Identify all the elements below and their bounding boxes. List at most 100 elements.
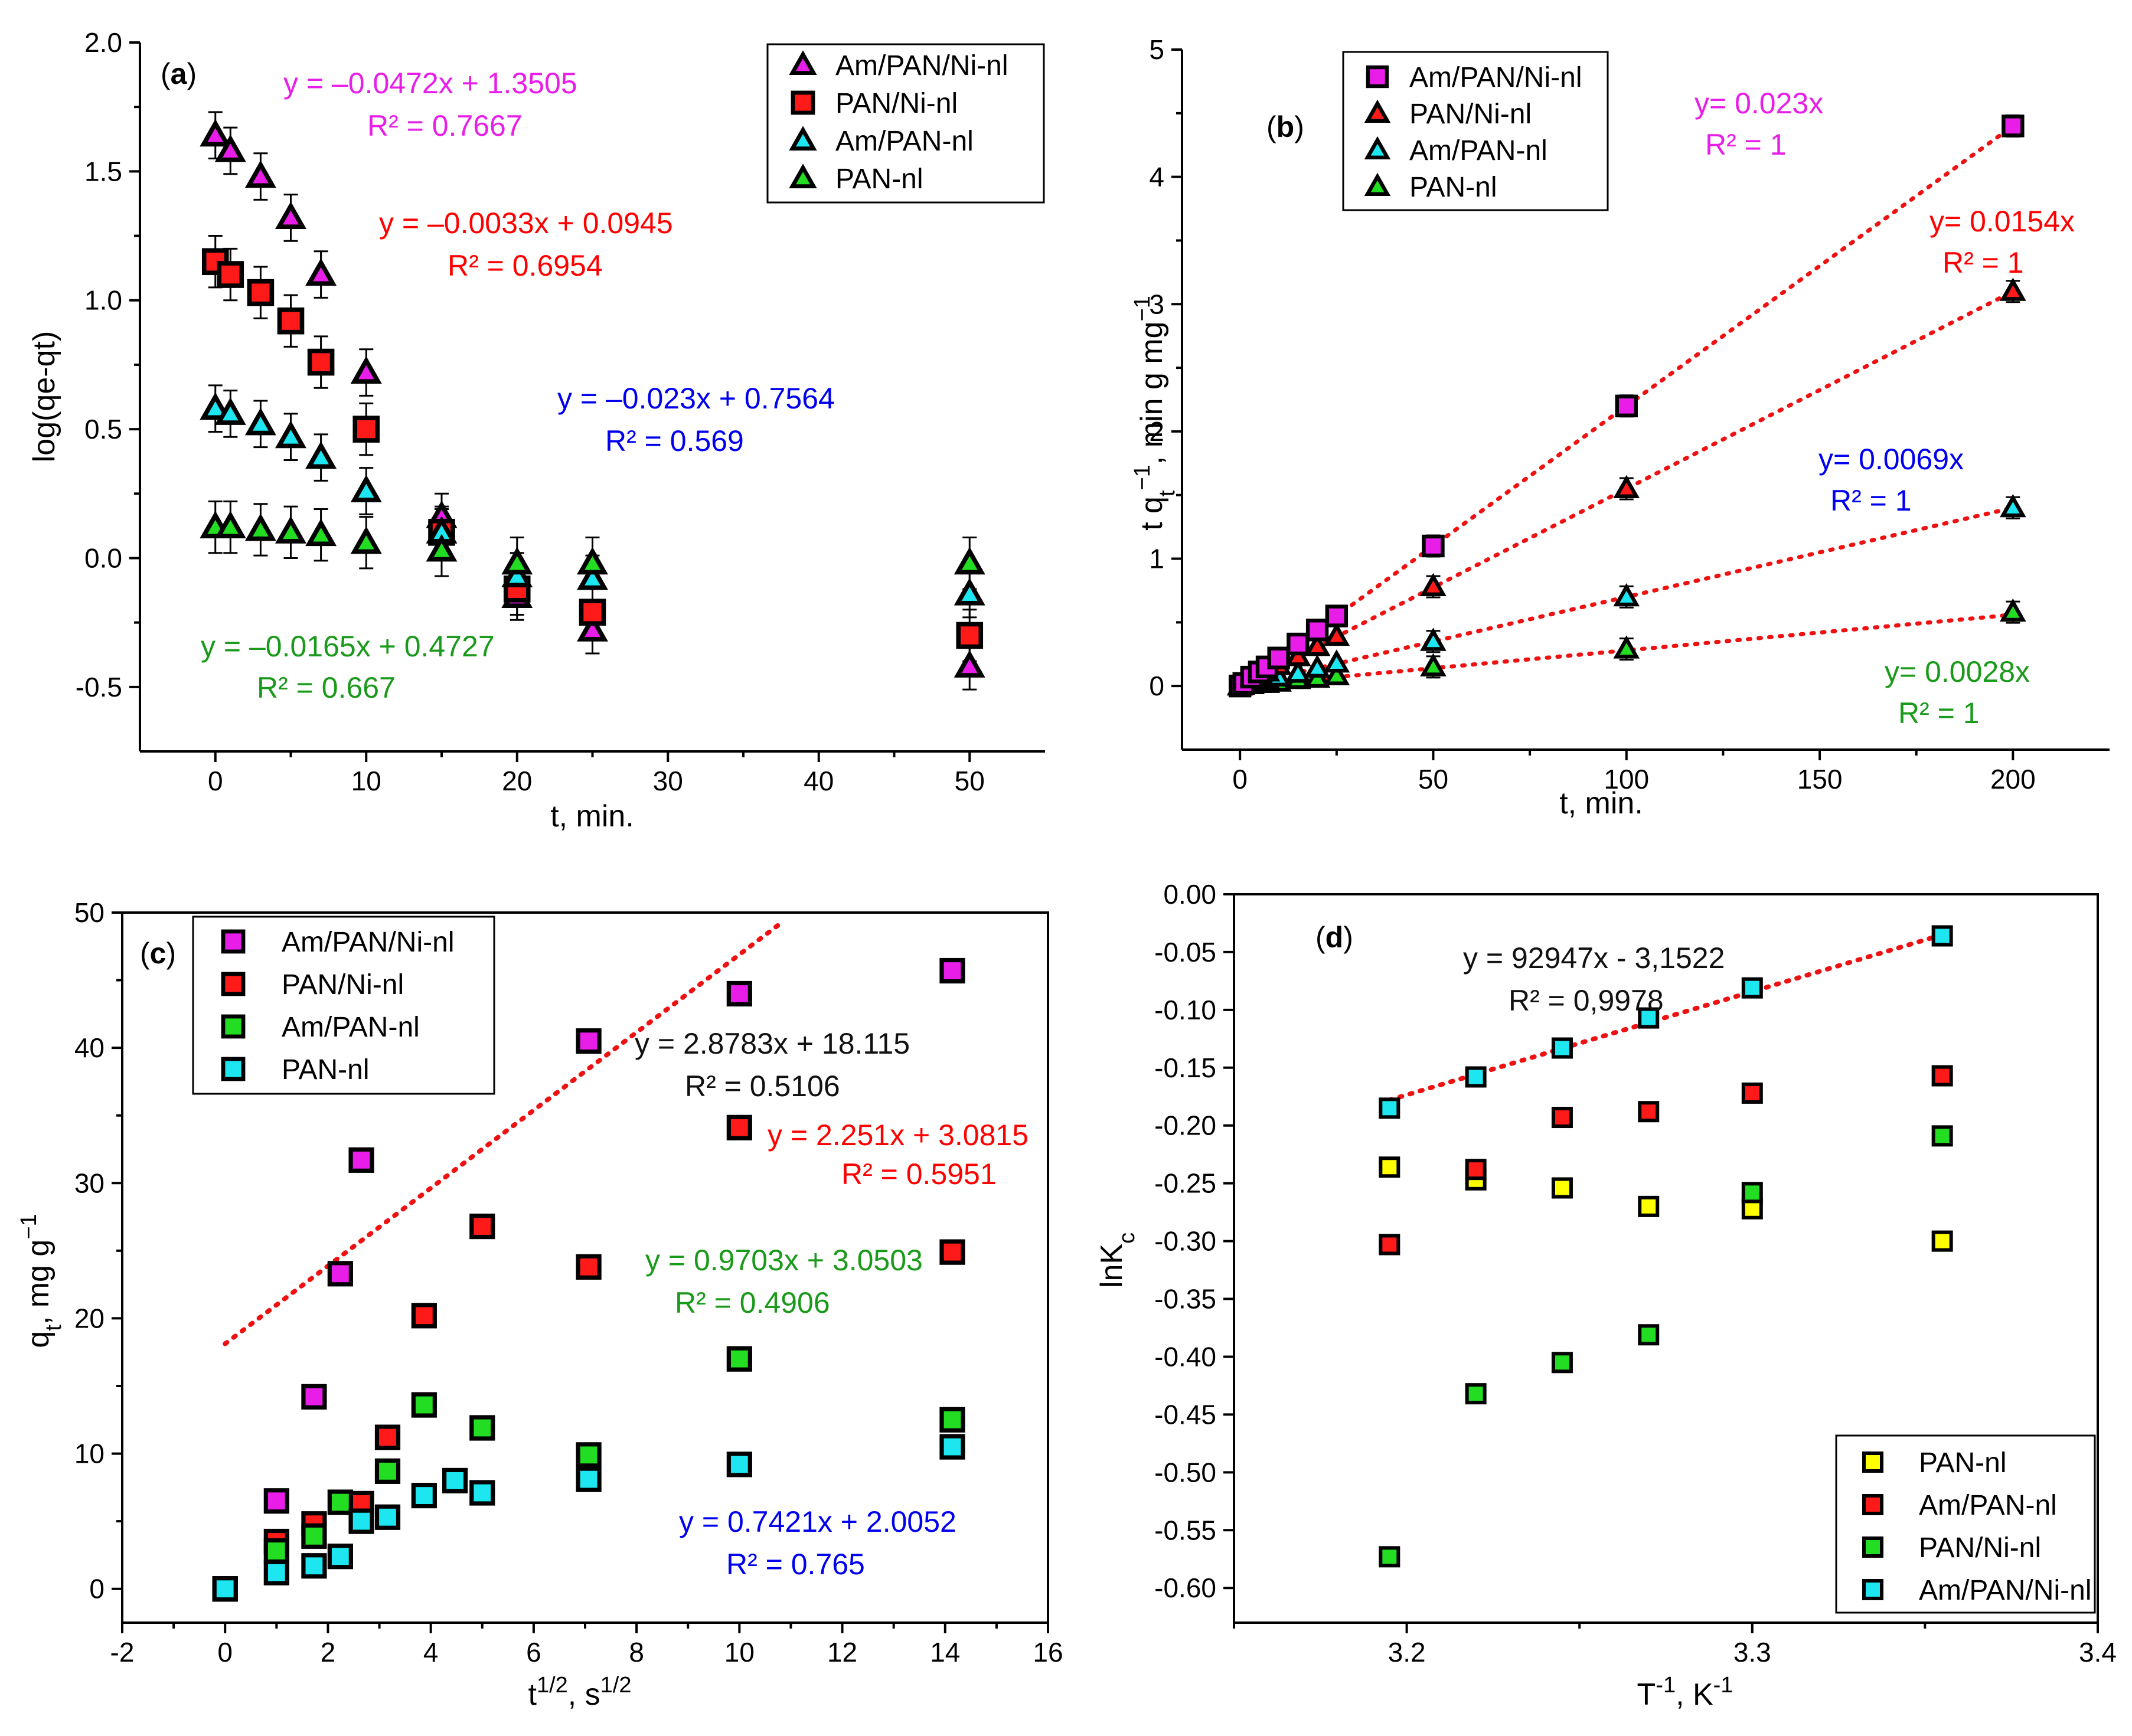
marker-pan-ni-nl-a <box>579 599 606 626</box>
y-tick-label-c: 20 <box>74 1303 105 1333</box>
fit-annotation-a: R² = 0.569 <box>605 424 744 457</box>
fit-annotation-a: R² = 0.7667 <box>367 109 523 142</box>
fit-annotation-c: y = 2.251x + 3.0815 <box>768 1119 1029 1152</box>
marker-am-pan-nl-d <box>1931 1065 1953 1087</box>
marker-am-pan-nl-b <box>1420 627 1447 651</box>
x-tick-label-d: 3.2 <box>1388 1637 1426 1668</box>
fit-annotation-b: y= 0.0028x <box>1885 655 2030 688</box>
marker-pan-nl-c <box>939 1434 965 1460</box>
marker-am-pan-ni-nl-c <box>263 1488 289 1514</box>
fit-annotation-c: y = 2.8783x + 18.115 <box>635 1027 910 1060</box>
legend-label-d: PAN-nl <box>1919 1447 2006 1479</box>
y-tick-label-a: 0.0 <box>84 542 122 573</box>
marker-am-pan-nl-b <box>1323 649 1350 673</box>
marker-am-pan-nl-c <box>374 1458 401 1484</box>
x-tick-label-c: 2 <box>321 1637 336 1668</box>
y-tick-label-b: 0 <box>1149 671 1164 701</box>
x-axis-label-b: t, min. <box>1559 786 1643 820</box>
marker-am-pan-nl-a <box>350 475 382 502</box>
marker-pan-nl-c <box>374 1504 401 1530</box>
marker-am-pan-nl-a <box>275 420 306 449</box>
marker-pan-nl-a <box>214 511 246 539</box>
y-tick-label-d: -0.25 <box>1154 1168 1216 1199</box>
marker-pan-ni-nl-b <box>1304 633 1331 656</box>
marker-am-pan-ni-nl-a <box>244 160 276 188</box>
marker-legend-am-pan-ni-nl-b <box>1366 65 1389 89</box>
marker-pan-nl-a <box>244 513 276 541</box>
x-axis-label-c: t1/2, s1/2 <box>528 1673 631 1712</box>
x-axis-label-d: T-1, K-1 <box>1637 1673 1733 1712</box>
marker-pan-ni-nl-d <box>1931 1125 1953 1147</box>
marker-legend-pan-ni-nl-d <box>1862 1536 1883 1558</box>
y-tick-label-c: 40 <box>74 1032 105 1063</box>
marker-pan-nl-c <box>469 1480 495 1506</box>
marker-pan-nl-d <box>1379 1156 1400 1178</box>
x-tick-label-b: 200 <box>1990 764 2036 795</box>
y-tick-label-a: 1.0 <box>84 285 122 316</box>
x-tick-label-c: 12 <box>827 1637 857 1668</box>
x-tick-label-a: 40 <box>804 766 834 796</box>
marker-am-pan-nl-d <box>1379 1234 1400 1256</box>
y-tick-label-d: -0.20 <box>1154 1110 1216 1141</box>
marker-pan-nl-a <box>954 547 985 575</box>
marker-legend-pan-nl-a <box>789 164 817 189</box>
y-tick-label-b: 1 <box>1149 544 1164 574</box>
marker-pan-ni-nl-c <box>726 1114 752 1140</box>
marker-am-pan-nl-a <box>244 407 276 436</box>
marker-am-pan-nl-c <box>726 1346 752 1372</box>
x-tick-label-b: 100 <box>1604 764 1649 795</box>
legend-label-a: Am/PAN-nl <box>835 126 974 157</box>
marker-am-pan-ni-nl-d <box>1741 977 1763 999</box>
marker-am-pan-ni-nl-b <box>1287 632 1310 656</box>
marker-am-pan-ni-nl-b <box>1267 646 1290 669</box>
y-tick-label-d: -0.15 <box>1154 1052 1216 1083</box>
marker-am-pan-nl-a <box>305 441 337 469</box>
fit-annotation-a: R² = 0.667 <box>257 671 396 704</box>
y-tick-label-d: -0.05 <box>1154 937 1216 967</box>
marker-am-pan-nl-a <box>200 392 231 420</box>
marker-pan-nl-c <box>212 1576 238 1602</box>
marker-am-pan-nl-d <box>1741 1082 1763 1104</box>
y-tick-label-b: 5 <box>1149 34 1164 65</box>
legend-label-a: PAN/Ni-nl <box>835 88 958 119</box>
marker-legend-pan-nl-b <box>1364 172 1391 196</box>
marker-pan-nl-a <box>350 526 382 554</box>
y-tick-label-a: 2.0 <box>84 27 122 58</box>
marker-am-pan-ni-nl-d <box>1465 1066 1487 1088</box>
marker-am-pan-ni-nl-c <box>327 1261 353 1287</box>
marker-am-pan-ni-nl-d <box>1931 925 1953 947</box>
marker-am-pan-ni-nl-a <box>305 258 337 286</box>
y-tick-label-d: -0.35 <box>1154 1284 1216 1315</box>
marker-pan-nl-d <box>1551 1177 1573 1199</box>
legend-label-a: PAN-nl <box>835 164 923 195</box>
marker-pan-nl-a <box>275 516 306 544</box>
legend-label-c: PAN/Ni-nl <box>282 969 404 1001</box>
legend-label-c: PAN-nl <box>282 1054 369 1086</box>
marker-am-pan-nl-d <box>1465 1159 1487 1181</box>
marker-pan-ni-nl-b <box>1420 573 1447 596</box>
marker-am-pan-ni-nl-d <box>1551 1037 1573 1059</box>
y-tick-label-c: 50 <box>74 897 105 928</box>
x-tick-label-d: 3.3 <box>1733 1637 1771 1668</box>
fit-annotation-b: R² = 1 <box>1898 697 1980 730</box>
marker-pan-nl-a <box>305 518 337 547</box>
marker-am-pan-nl-a <box>577 562 608 590</box>
marker-legend-pan-nl-d <box>1862 1451 1883 1473</box>
marker-am-pan-nl-b <box>1285 659 1311 683</box>
marker-am-pan-nl-a <box>954 577 985 606</box>
legend-label-b: PAN-nl <box>1409 172 1497 203</box>
marker-am-pan-ni-nl-a <box>577 614 608 642</box>
marker-pan-ni-nl-c <box>411 1303 437 1329</box>
y-tick-label-d: -0.60 <box>1154 1572 1216 1603</box>
marker-pan-ni-nl-d <box>1465 1383 1487 1405</box>
y-axis-label-c: qt, mg g−1 <box>17 1214 66 1348</box>
marker-pan-nl-a <box>577 547 608 575</box>
marker-am-pan-ni-nl-d <box>1638 1007 1660 1029</box>
fit-annotation-a: y = –0.0165x + 0.4727 <box>201 630 495 663</box>
y-tick-label-d: -0.55 <box>1154 1515 1216 1545</box>
fit-annotation-c: R² = 0.5106 <box>685 1070 840 1103</box>
x-tick-label-a: 20 <box>502 766 532 796</box>
marker-legend-am-pan-ni-nl-d <box>1862 1579 1883 1600</box>
marker-pan-nl-c <box>301 1553 327 1579</box>
